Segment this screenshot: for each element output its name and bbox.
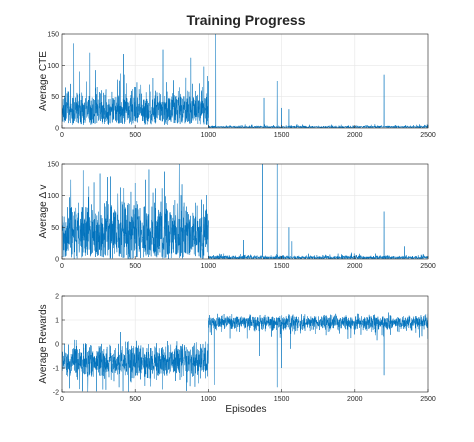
x-tick-label: 1500	[274, 263, 290, 270]
x-tick-label: 2500	[420, 263, 436, 270]
y-tick-label: 50	[51, 94, 59, 101]
y-tick-label: 0	[55, 126, 59, 133]
x-tick-label: 1000	[201, 263, 217, 270]
y-axis-label: Average Δ v	[38, 185, 49, 239]
x-axis-label: Episodes	[225, 404, 266, 415]
series-line	[62, 34, 428, 128]
x-tick-label: 2000	[347, 263, 363, 270]
y-tick-label: 1	[55, 318, 59, 325]
figure-title: Training Progress	[186, 12, 305, 28]
y-tick-label: 2	[55, 294, 59, 301]
y-tick-label: 50	[51, 225, 59, 232]
subplot-2: 0 500 1000 1500 2000 2500 0 50 100 150 Average Δ v	[38, 162, 436, 271]
y-tick-label: 100	[47, 63, 59, 70]
x-tick-label: 1500	[274, 396, 290, 403]
y-tick-label: 0	[55, 342, 59, 349]
x-tick-label: 0	[60, 263, 64, 270]
x-tick-label: 0	[60, 132, 64, 139]
x-tick-label: 2500	[420, 132, 436, 139]
x-tick-label: 1500	[274, 132, 290, 139]
x-tick-label: 500	[129, 396, 141, 403]
y-tick-label: 0	[55, 257, 59, 264]
x-tick-label: 1000	[201, 396, 217, 403]
series-line	[62, 164, 428, 259]
y-tick-label: 150	[47, 162, 59, 169]
x-tick-label: 1000	[201, 132, 217, 139]
y-tick-label: 100	[47, 193, 59, 200]
x-tick-label: 0	[60, 396, 64, 403]
y-axis-label: Average CTE	[38, 51, 49, 111]
axes-box	[61, 33, 429, 129]
axes-box	[61, 163, 429, 260]
x-tick-label: 500	[129, 263, 141, 270]
x-tick-label: 2000	[347, 396, 363, 403]
series-line	[62, 312, 428, 392]
y-tick-label: 150	[47, 32, 59, 39]
subplot-1: 0 500 1000 1500 2000 2500 0 50 100 150 Average CTE	[38, 32, 436, 140]
y-tick-label: -1	[53, 366, 59, 373]
x-tick-label: 2500	[420, 396, 436, 403]
y-axis-label: Average Rewards	[38, 304, 49, 383]
x-tick-label: 2000	[347, 132, 363, 139]
subplot-3: 0 500 1000 1500 2000 2500 -2 -1 0 1 2 Average Rewar…	[38, 294, 436, 404]
x-tick-label: 500	[129, 132, 141, 139]
y-tick-label: -2	[53, 390, 59, 397]
